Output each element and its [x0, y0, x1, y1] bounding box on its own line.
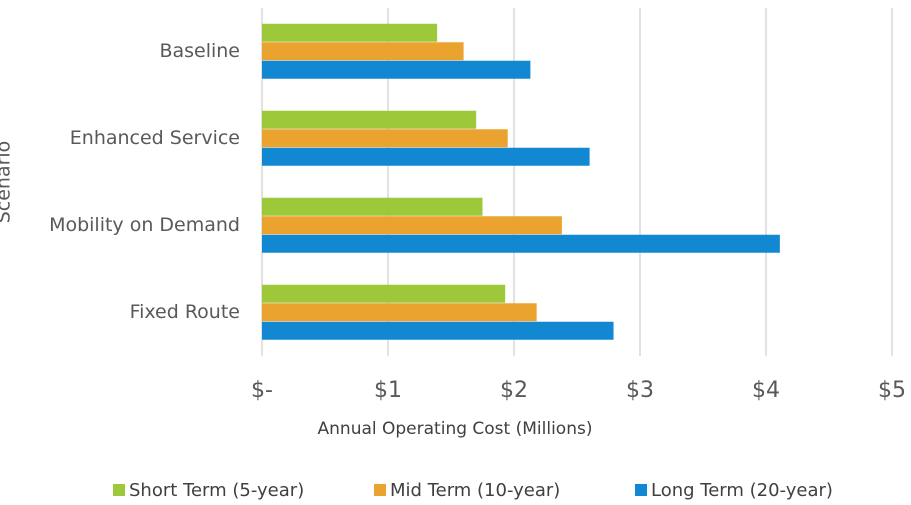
legend-swatch — [374, 484, 386, 496]
bar — [262, 129, 508, 148]
bar — [262, 23, 438, 42]
x-tick-label: $3 — [626, 378, 654, 403]
y-axis-title: Scenario — [0, 141, 15, 224]
legend-swatch — [113, 484, 125, 496]
y-tick-label: Fixed Route — [130, 301, 240, 323]
bar — [262, 110, 477, 129]
y-tick-label: Mobility on Demand — [49, 214, 240, 236]
bar — [262, 197, 483, 216]
x-axis-title: Annual Operating Cost (Millions) — [318, 419, 593, 439]
x-tick-label: $1 — [374, 378, 402, 403]
legend-label: Long Term (20-year) — [651, 480, 833, 501]
x-tick-label: $2 — [500, 378, 528, 403]
x-tick-label: $5 — [878, 378, 906, 403]
bar — [262, 284, 506, 303]
x-tick-label: $- — [251, 378, 273, 403]
bar — [262, 60, 531, 79]
legend-swatch — [635, 484, 647, 496]
bar — [262, 321, 614, 340]
bar — [262, 42, 464, 61]
bar — [262, 147, 590, 166]
y-tick-label: Enhanced Service — [70, 127, 240, 149]
legend-label: Mid Term (10-year) — [390, 480, 560, 501]
bar — [262, 234, 780, 253]
bar — [262, 303, 537, 322]
x-tick-label: $4 — [752, 378, 780, 403]
bar — [262, 216, 562, 235]
legend-label: Short Term (5-year) — [129, 480, 304, 501]
y-tick-label: Baseline — [159, 40, 240, 62]
